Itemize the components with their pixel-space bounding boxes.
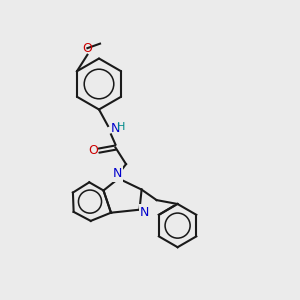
Text: N: N [112,167,122,181]
Text: N: N [140,206,150,219]
Text: H: H [116,122,125,133]
Text: O: O [82,42,92,55]
Text: O: O [89,144,98,157]
Text: N: N [111,122,120,136]
